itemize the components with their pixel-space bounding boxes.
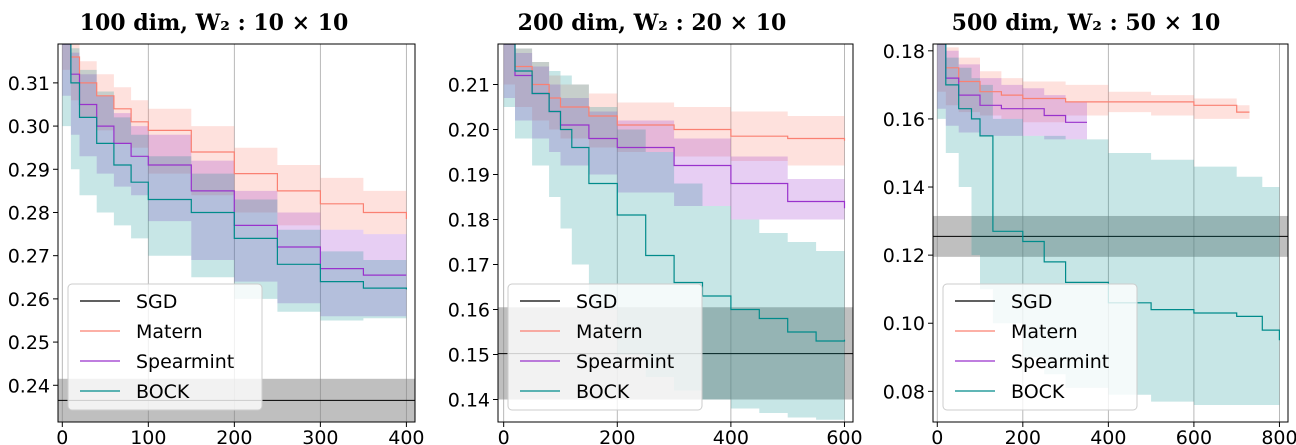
spearmint-band-2 [503,44,845,220]
spearmint-line-3 [937,44,1087,123]
matern-band-3 [937,44,1250,123]
x-tick-label-3-3: 600 [1176,427,1212,445]
y-tick-label-2-5: 0.19 [448,165,490,187]
matern-line-3 [937,44,1250,113]
y-tick-label-2-4: 0.18 [448,210,490,232]
y-tick-label-1-5: 0.29 [8,159,50,181]
y-tick-label-2-2: 0.16 [448,300,490,322]
x-tick-label-2-0: 0 [498,427,510,445]
legend-label-bock-3: BOCK [1011,381,1065,403]
y-tick-label-1-2: 0.26 [8,289,50,311]
y-tick-label-3-1: 0.10 [883,313,925,335]
legend-label-matern-2: Matern [576,321,643,343]
chart-title-3: 500 dim, W₂ : 50 × 10 [952,10,1221,36]
bock-line-3 [937,44,1280,341]
bock-line-1 [62,44,407,290]
legend-label-matern-3: Matern [1011,321,1078,343]
x-tick-label-2-2: 400 [713,427,749,445]
x-tick-label-3-4: 800 [1261,427,1296,445]
chart-title-2: 200 dim, W₂ : 20 × 10 [518,10,787,36]
legend-label-sgd-2: SGD [576,291,617,313]
y-tick-label-1-0: 0.24 [8,375,50,397]
y-tick-label-3-3: 0.14 [883,177,925,199]
plot-frame-2 [497,43,854,423]
y-tick-label-3-4: 0.16 [883,109,925,131]
legend-label-sgd-1: SGD [136,291,177,313]
legend-label-spearmint-3: Spearmint [1011,351,1109,373]
y-tick-label-3-0: 0.08 [883,381,925,403]
x-tick-label-2-3: 600 [826,427,862,445]
x-tick-label-1-4: 400 [388,427,424,445]
legend-box-3 [942,283,1138,411]
y-tick-label-2-7: 0.21 [448,75,490,97]
x-tick-label-1-1: 100 [130,427,166,445]
legend-label-bock-2: BOCK [576,381,630,403]
x-tick-label-1-2: 200 [216,427,252,445]
y-tick-label-1-7: 0.31 [8,73,50,95]
y-tick-label-3-2: 0.12 [883,245,925,267]
legend-2: SGD Matern Spearmint BOCK [507,283,703,411]
chart-panel-2: 200 dim, W₂ : 20 × 10 0 200 400 600 0.14 0.15… [448,10,863,445]
x-tick-label-3-0: 0 [931,427,943,445]
legend-label-spearmint-2: Spearmint [576,351,674,373]
chart-title-1: 100 dim, W₂ : 10 × 10 [80,10,349,36]
y-tick-label-1-3: 0.27 [8,246,50,268]
matern-band-1 [62,44,407,235]
legend-box-1 [67,283,263,411]
x-tick-label-3-2: 400 [1090,427,1126,445]
legend-label-matern-1: Matern [136,321,203,343]
y-tick-label-1-1: 0.25 [8,332,50,354]
plot-frame-3 [932,43,1289,423]
y-tick-label-2-6: 0.20 [448,120,490,142]
x-tick-label-2-1: 200 [599,427,635,445]
plot-frame-1 [57,43,416,423]
x-tick-label-1-0: 0 [56,427,68,445]
bock-line-2 [503,44,846,342]
legend-3: SGD Matern Spearmint BOCK [942,283,1138,411]
y-tick-label-1-4: 0.28 [8,202,50,224]
y-tick-label-2-3: 0.17 [448,255,490,277]
legend-1: SGD Matern Spearmint BOCK [67,283,263,411]
y-tick-label-3-5: 0.18 [883,41,925,63]
legend-label-bock-1: BOCK [136,381,190,403]
y-tick-label-2-1: 0.15 [448,345,490,367]
legend-label-sgd-3: SGD [1011,291,1052,313]
legend-box-2 [507,283,703,411]
x-tick-label-1-3: 300 [302,427,338,445]
x-tick-label-3-1: 200 [1005,427,1041,445]
chart-panel-3: 500 dim, W₂ : 50 × 10 0 200 400 600 800 0.08 0… [883,10,1296,445]
y-tick-label-1-6: 0.30 [8,116,50,138]
chart-panel-1: 100 dim, W₂ : 10 × 10 0 100 200 300 400 0.24 0… [8,10,425,445]
legend-label-spearmint-1: Spearmint [136,351,234,373]
y-tick-label-2-0: 0.14 [448,390,490,412]
